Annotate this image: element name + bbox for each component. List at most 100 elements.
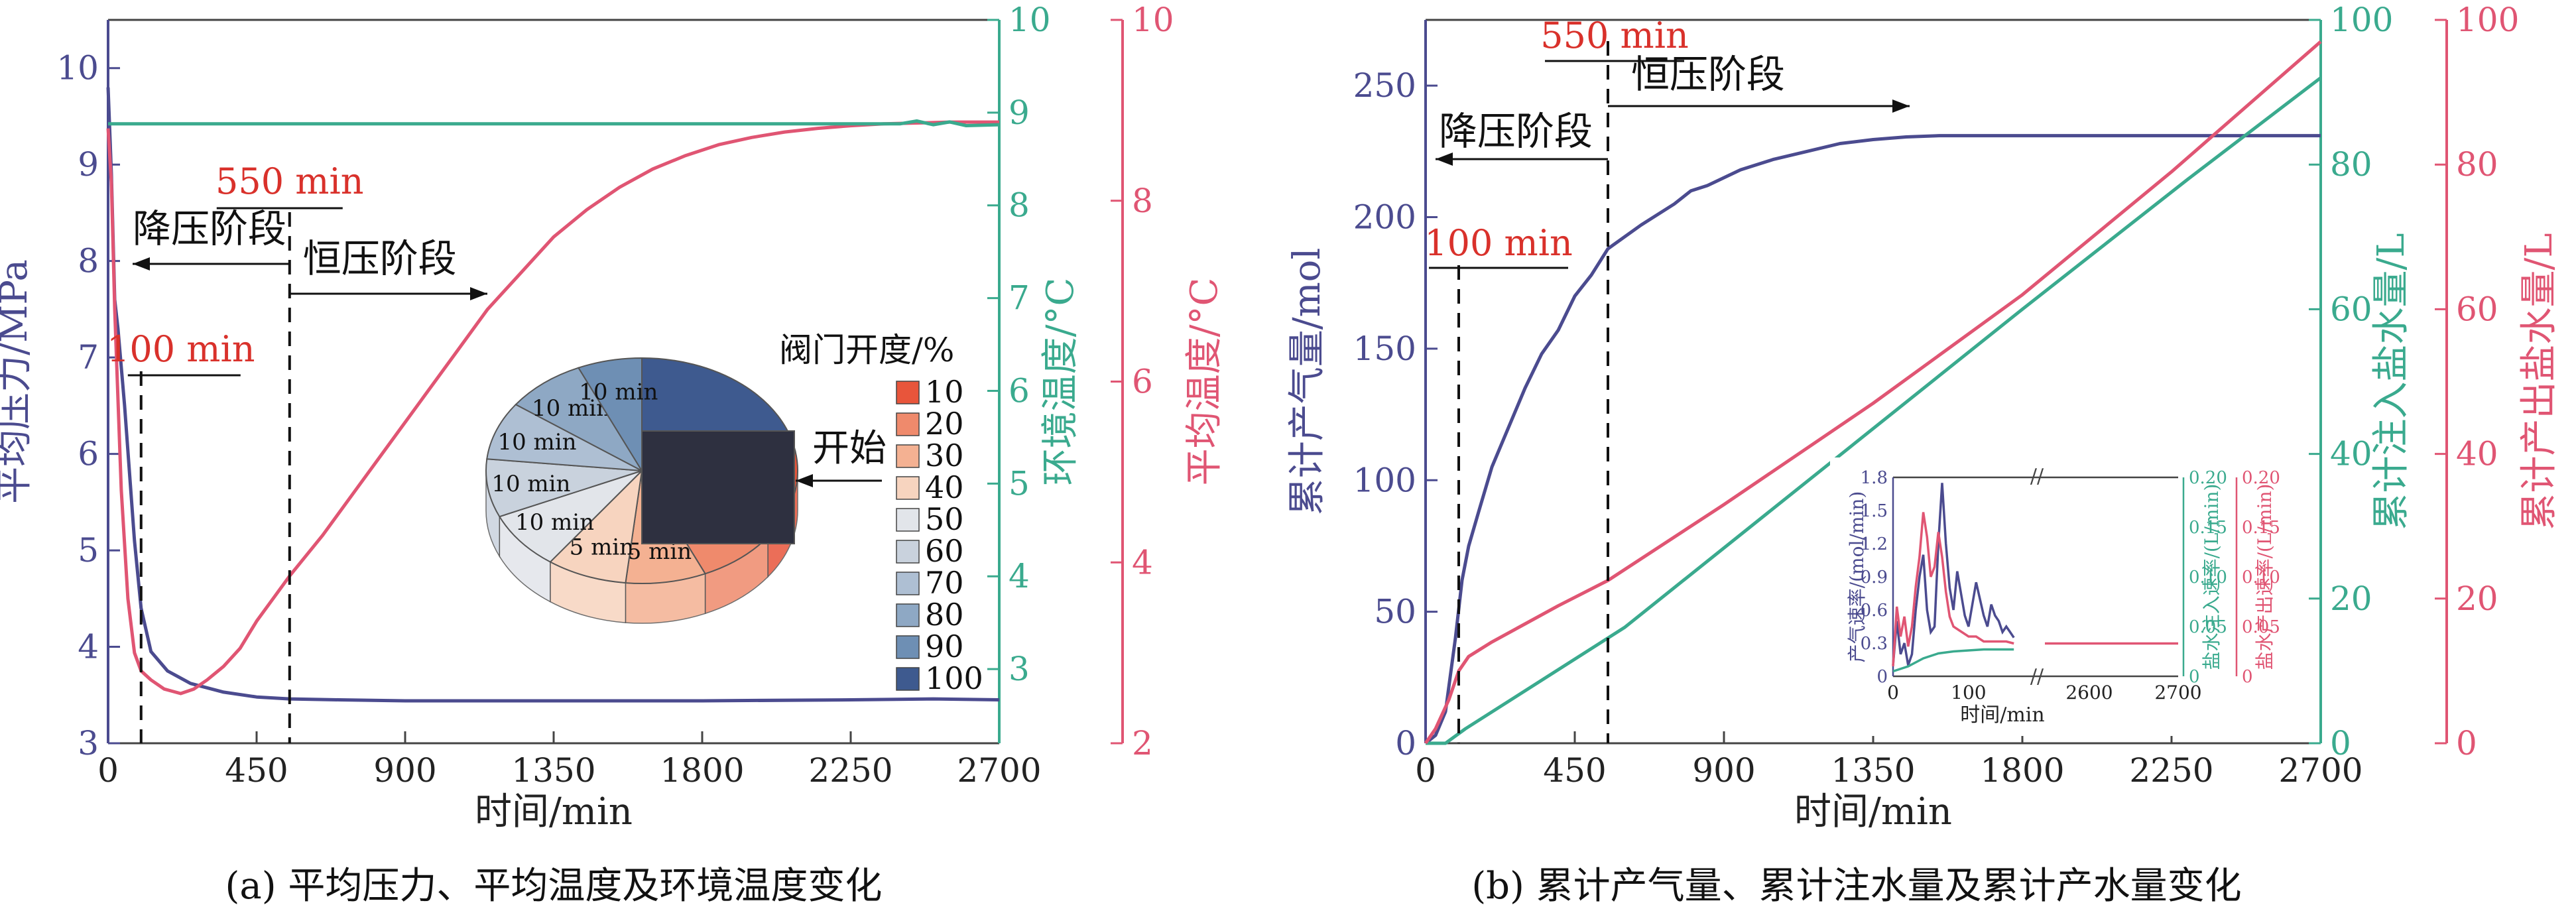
inset-y-tick-label-prod_rate: 0.15 — [2242, 518, 2280, 538]
y-axis-title-env_temp: 环境温度/°C — [1039, 278, 1082, 486]
x-axis-title: 时间/min — [475, 790, 633, 833]
y-tick-label-env_temp: 6 — [1009, 371, 1030, 410]
inset-y-tick-label-inj_rate: 0.05 — [2189, 617, 2227, 637]
y-tick-label-temperature: 10 — [1132, 1, 1174, 39]
pie-slice — [577, 357, 643, 473]
valve-legend-swatch — [896, 444, 920, 468]
y-tick-label-pressure: 6 — [78, 435, 99, 473]
y-tick-label-gas: 200 — [1353, 198, 1416, 237]
inset-y-tick-label-inj_rate: 0.20 — [2189, 468, 2227, 488]
pie-slice-label: 10 min — [491, 471, 570, 497]
inset-y-tick-label-inj_rate: 0 — [2189, 667, 2200, 687]
pie-slice — [515, 367, 644, 473]
series-line-gas — [1424, 134, 2321, 745]
inset-y-tick-label-gas_rate: 0.9 — [1861, 568, 1888, 587]
y-tick-label-env_temp: 7 — [1009, 279, 1030, 318]
inset-y-title-inj_rate: 盐水注入速率/(L/min) — [2201, 484, 2223, 670]
x-tick-label: 1350 — [1831, 751, 1915, 790]
panel-b-caption: (b) 累计产气量、累计注水量及累计产水量变化 — [1471, 865, 2241, 908]
inset-x-tick-label: 2600 — [2065, 682, 2113, 703]
y-tick-label-temperature: 6 — [1132, 363, 1153, 401]
x-tick-label: 0 — [1415, 751, 1436, 790]
valve-legend-label: 40 — [925, 469, 964, 505]
time-label-100: 100 min — [107, 328, 255, 370]
inset-background — [1830, 457, 2268, 736]
inset-x-tick-label: 2700 — [2154, 682, 2201, 703]
x-tick-label: 900 — [1692, 751, 1755, 790]
y-tick-label-env_temp: 10 — [1009, 1, 1051, 39]
valve-legend-label: 70 — [925, 565, 964, 601]
panel-b-chart: 0 450 900 1350 1800 2250 2700 时间/min 0 50 100 150 20… — [1286, 1, 2561, 908]
y-tick-label-env_temp: 9 — [1009, 93, 1030, 132]
series-line-env_temp — [108, 119, 1000, 127]
x-tick-label: 1800 — [660, 751, 744, 790]
y-axis-title-production: 累计产出盐水量/L — [2518, 233, 2561, 530]
pie-slice — [485, 458, 643, 518]
y-axis-title-injection: 累计注入盐水量/L — [2370, 233, 2413, 530]
y-tick-label-gas: 150 — [1353, 330, 1416, 368]
valve-legend-label: 30 — [925, 438, 964, 473]
x-tick-label: 1350 — [511, 751, 595, 790]
y-tick-label-env_temp: 8 — [1009, 186, 1030, 225]
arrow-constant-b-head — [1892, 99, 1910, 113]
inset-y-tick-label-prod_rate: 0.10 — [2242, 568, 2280, 587]
y-tick-label-env_temp: 5 — [1009, 464, 1030, 503]
inset-chart: 0 100 2600 2700 时间/min // // 0 0.3 0.6 0.9 1.2 1.5 1.… — [1830, 457, 2280, 736]
valve-legend-swatch — [896, 508, 920, 532]
inset-y-tick-label-gas_rate: 1.2 — [1861, 534, 1888, 554]
valve-legend-swatch — [896, 635, 920, 659]
arrow-start-head — [796, 474, 813, 487]
time-label-550-b: 550 min — [1540, 15, 1689, 56]
y-axis-title-pressure: 平均压力/MPa — [0, 259, 36, 504]
y-tick-label-pressure: 8 — [78, 242, 99, 280]
valve-legend-label: 10 — [925, 374, 964, 410]
time-label-100-b: 100 min — [1424, 222, 1573, 264]
valve-legend-swatch — [896, 572, 920, 595]
x-tick-label: 900 — [373, 751, 436, 790]
y-tick-label-gas: 100 — [1353, 461, 1416, 499]
time-label-550: 550 min — [215, 160, 364, 202]
y-tick-label-production: 40 — [2456, 435, 2498, 473]
inset-series-line-inj_rate — [1892, 648, 2014, 673]
x-axis-title: 时间/min — [1794, 790, 1952, 833]
y-tick-label-temperature: 4 — [1132, 543, 1153, 581]
y-tick-label-pressure: 5 — [78, 531, 99, 570]
inset-y-title-prod_rate: 盐水产出速率/(L/min) — [2254, 484, 2276, 670]
inset-y-tick-label-gas_rate: 0 — [1876, 667, 1888, 687]
pie-slice — [498, 470, 643, 563]
panel-a-caption: (a) 平均压力、平均温度及环境温度变化 — [225, 865, 883, 908]
inset-x-tick-label: 0 — [1887, 682, 1899, 703]
stage-label-depressurize: 降压阶段 — [133, 206, 286, 251]
x-tick-label: 450 — [1543, 751, 1606, 790]
valve-legend-swatch — [896, 603, 920, 627]
x-tick-label: 2250 — [2129, 751, 2213, 790]
series-line-injection — [1426, 76, 2322, 745]
y-tick-label-production: 80 — [2456, 145, 2498, 184]
pie-slice — [486, 403, 643, 471]
inset-y-tick-label-gas_rate: 1.8 — [1861, 468, 1888, 488]
y-tick-label-pressure: 4 — [78, 628, 99, 666]
x-tick-label: 2250 — [808, 751, 892, 790]
valve-legend-label: 100 — [925, 660, 983, 696]
valve-legend-label: 60 — [925, 533, 964, 569]
pie-slice-label: 10 min — [497, 429, 576, 456]
y-axis-title-temperature: 平均温度/°C — [1183, 278, 1226, 486]
arrow-constant-head — [470, 287, 487, 300]
y-tick-label-gas: 0 — [1395, 724, 1416, 762]
series-line-pressure — [106, 87, 1000, 703]
valve-legend-swatch — [896, 540, 920, 564]
stage-label-depressurize-b: 降压阶段 — [1439, 109, 1593, 154]
inset-axis-break-bottom: // — [2030, 665, 2044, 688]
inset-y-tick-label-inj_rate: 0.15 — [2189, 518, 2227, 538]
y-tick-label-injection: 100 — [2330, 1, 2393, 39]
valve-legend-swatch — [896, 476, 920, 500]
pie-slice-label: 5 min — [570, 534, 634, 560]
pie-slice-label: 10 min — [579, 379, 658, 405]
inset-series-line-prod_rate — [1892, 512, 2014, 667]
inset-series-line-gas_rate — [1892, 483, 2015, 666]
pie-slice-label: 10 min — [515, 509, 594, 536]
valve-legend-label: 90 — [925, 629, 964, 664]
inset-y-tick-label-prod_rate: 0.20 — [2242, 468, 2280, 488]
